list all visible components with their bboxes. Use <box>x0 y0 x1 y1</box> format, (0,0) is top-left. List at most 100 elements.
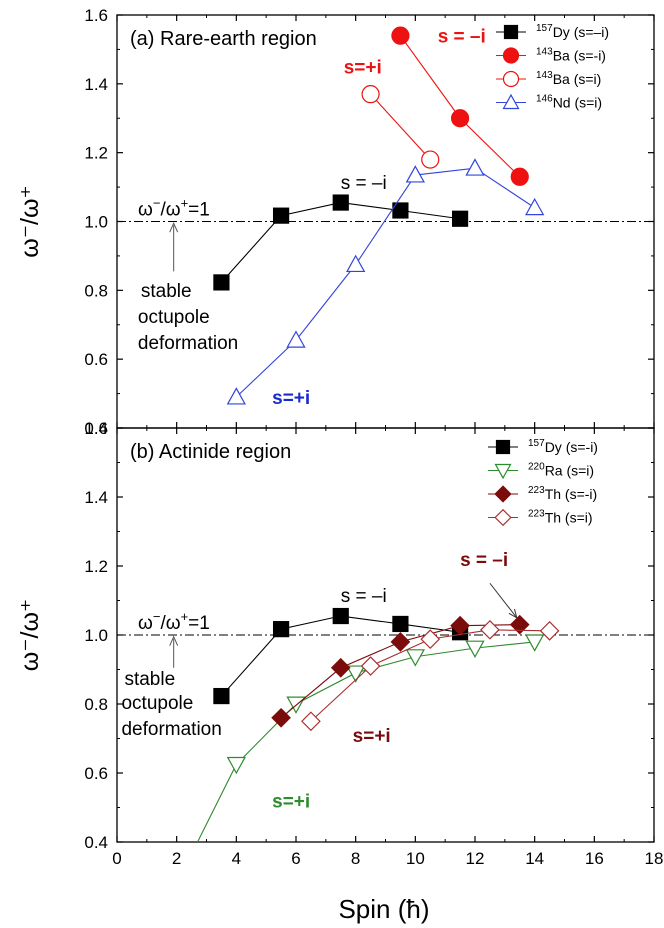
data-point-0 <box>392 202 409 219</box>
data-point-3 <box>346 254 366 273</box>
legend-marker-0 <box>503 24 519 40</box>
annotation: s = –i <box>438 27 486 48</box>
annotation: deformation <box>121 719 221 740</box>
legend: 157Dy (s=–i) 143Ba (s=-i) 143Ba (s=i) 146Nd… <box>496 23 609 111</box>
y-tick-label: 1.0 <box>84 213 108 232</box>
data-point-2 <box>271 707 291 728</box>
annotation: s = –i <box>341 586 387 607</box>
data-point-1 <box>525 634 545 652</box>
data-point-3 <box>360 656 381 676</box>
y-tick-label: 0.4 <box>84 833 108 852</box>
x-tick-label: 14 <box>525 849 544 868</box>
annotation: s = –i <box>341 173 387 194</box>
x-tick-label: 18 <box>645 849 664 868</box>
series-line-0 <box>221 615 461 697</box>
panel-title: (b) Actinide region <box>130 441 291 463</box>
data-point-2 <box>509 614 530 635</box>
y-axis-label: ω⁻/ω⁺ <box>16 185 44 257</box>
legend-marker-0 <box>495 439 511 455</box>
panel-b-actinide: 0.4 0.6 0.8 1.0 1.2 1.4 1.6 0 2 4 6 8 10 12 14 16 18 ω⁻/ω… <box>16 419 663 868</box>
data-point-1 <box>226 756 246 775</box>
data-point-3 <box>480 619 500 640</box>
data-point-2 <box>361 85 380 104</box>
data-point-0 <box>213 274 230 291</box>
y-tick-label: 0.6 <box>84 764 108 783</box>
data-point-0 <box>451 210 469 227</box>
data-point-3 <box>301 711 321 732</box>
data-point-3 <box>405 165 425 183</box>
annotation-arrow <box>489 582 518 619</box>
data-point-0 <box>332 607 349 625</box>
x-axis-label: Spin (ħ) <box>338 894 429 924</box>
legend-marker-1 <box>502 47 520 64</box>
x-tick-label: 2 <box>172 849 181 868</box>
data-point-1 <box>405 649 425 667</box>
data-point-0 <box>272 621 290 638</box>
y-axis-label: ω⁻/ω⁺ <box>16 599 44 671</box>
legend-label-1: 143Ba (s=-i) <box>536 47 606 64</box>
data-point-1 <box>391 26 410 45</box>
data-area <box>197 607 560 842</box>
series-line-3 <box>235 167 535 398</box>
legend-label-3: 146Nd (s=i) <box>536 94 602 111</box>
annotation: octupole <box>121 693 193 714</box>
annotation: stable <box>141 281 192 302</box>
annotation: s=+i <box>353 726 391 747</box>
y-tick-label: 0.8 <box>84 695 108 714</box>
data-point-2 <box>330 657 351 678</box>
series-line-2 <box>370 93 431 160</box>
annotation: stable <box>124 669 175 690</box>
y-tick-label: 1.0 <box>84 626 108 645</box>
x-tick-label: 12 <box>466 849 485 868</box>
annotation-arrow-head <box>508 608 518 619</box>
data-point-3 <box>465 158 485 176</box>
legend-marker-1 <box>494 463 512 480</box>
x-tick-label: 0 <box>112 849 121 868</box>
stable-arrow-head <box>169 221 179 233</box>
series-line-1 <box>399 35 521 178</box>
series-line-0 <box>221 202 461 283</box>
data-point-3 <box>525 197 545 216</box>
y-tick-label: 1.4 <box>84 75 108 94</box>
y-tick-label: 1.2 <box>84 144 108 163</box>
panel-a-rare-earth: 0.4 0.6 0.8 1.0 1.2 1.4 1.6 ω⁻/ω⁺ (a) Rare-earth… <box>16 6 655 438</box>
data-point-0 <box>272 207 290 224</box>
x-tick-label: 8 <box>351 849 360 868</box>
x-tick-label: 6 <box>291 849 300 868</box>
legend-label-0: 157Dy (s=-i) <box>528 438 598 455</box>
data-point-2 <box>390 632 411 652</box>
y-tick-label: 1.6 <box>84 419 108 438</box>
annotation: s=+i <box>344 58 382 79</box>
x-tick-label: 16 <box>585 849 604 868</box>
annotation: s=+i <box>272 388 310 409</box>
annotation: deformation <box>138 333 238 354</box>
y-tick-label: 0.6 <box>84 350 108 369</box>
legend-label-2: 223Th (s=-i) <box>528 485 597 502</box>
x-tick-label: 10 <box>406 849 425 868</box>
data-point-0 <box>392 615 409 633</box>
annotation: octupole <box>138 307 210 328</box>
data-point-2 <box>421 150 440 169</box>
y-tick-label: 1.2 <box>84 557 108 576</box>
y-tick-label: 1.4 <box>84 488 108 507</box>
data-point-1 <box>510 167 529 186</box>
panel-title: (a) Rare-earth region <box>130 28 317 50</box>
y-tick-label: 1.6 <box>84 6 108 25</box>
data-point-3 <box>420 629 441 649</box>
reference-line-label: ω−/ω+=1 <box>138 196 210 221</box>
data-point-3 <box>539 621 560 641</box>
data-area <box>213 26 545 405</box>
data-point-1 <box>346 665 366 683</box>
data-point-1 <box>465 640 485 658</box>
legend-label-3: 223Th (s=i) <box>528 509 593 526</box>
legend-marker-2 <box>494 485 512 503</box>
annotation: s=+i <box>272 792 310 813</box>
legend-marker-3 <box>502 93 520 110</box>
legend-marker-3 <box>494 508 512 527</box>
legend-marker-2 <box>502 70 520 88</box>
legend-label-1: 220Ra (s=i) <box>528 462 594 479</box>
y-tick-label: 0.4 <box>84 419 108 438</box>
reference-line-label: ω−/ω+=1 <box>138 609 210 634</box>
annotation: s = –i <box>460 550 508 571</box>
